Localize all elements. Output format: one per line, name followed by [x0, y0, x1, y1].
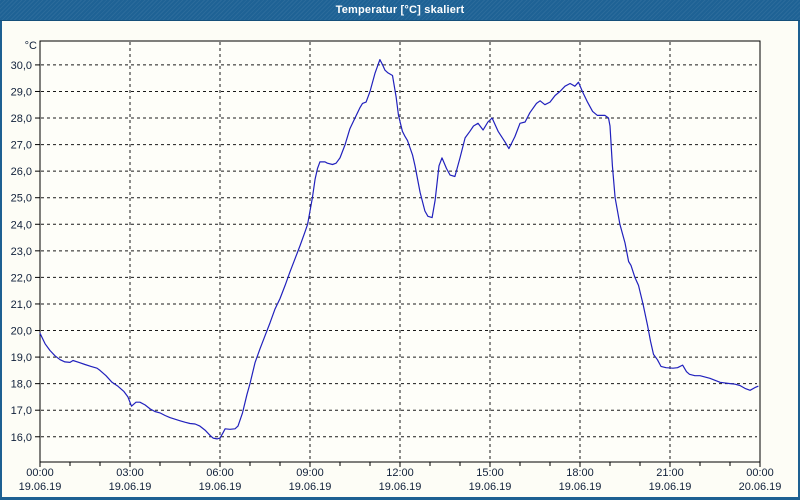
- y-tick-label: 19,0: [11, 352, 32, 364]
- y-tick-label: 29,0: [11, 86, 32, 98]
- x-tick-date-label: 19.06.19: [379, 481, 422, 493]
- x-tick-date-label: 19.06.19: [109, 481, 152, 493]
- y-tick-label: 23,0: [11, 246, 32, 258]
- x-tick-date-label: 19.06.19: [649, 481, 692, 493]
- y-tick-label: 16,0: [11, 432, 32, 444]
- y-tick-label: 18,0: [11, 379, 32, 391]
- y-tick-label: 20,0: [11, 326, 32, 338]
- axis-frame: [39, 40, 761, 463]
- window-titlebar[interactable]: Temperatur [°C] skaliert: [0, 0, 800, 21]
- x-tick-date-label: 19.06.19: [559, 481, 602, 493]
- x-tick-time-label: 00:00: [746, 467, 774, 479]
- x-tick-time-label: 18:00: [566, 467, 594, 479]
- temperature-curve: [39, 58, 759, 440]
- y-axis-unit-label: °C: [25, 40, 37, 52]
- x-tick-time-label: 15:00: [476, 467, 504, 479]
- y-tick-label: 21,0: [11, 299, 32, 311]
- x-tick-date-label: 19.06.19: [289, 481, 332, 493]
- x-tick-date-label: 19.06.19: [19, 481, 62, 493]
- y-tick-label: 25,0: [11, 193, 32, 205]
- x-tick-time-label: 21:00: [656, 467, 684, 479]
- y-tick-label: 24,0: [11, 219, 32, 231]
- x-tick-date-label: 20.06.19: [739, 481, 782, 493]
- y-tick-label: 26,0: [11, 166, 32, 178]
- x-tick-date-label: 19.06.19: [469, 481, 512, 493]
- y-tick-label: 28,0: [11, 113, 32, 125]
- x-tick-time-label: 09:00: [296, 467, 324, 479]
- window-title: Temperatur [°C] skaliert: [335, 4, 465, 16]
- x-tick-date-label: 19.06.19: [199, 481, 242, 493]
- x-tick-time-label: 12:00: [386, 467, 414, 479]
- x-tick-time-label: 06:00: [206, 467, 234, 479]
- x-tick-time-label: 03:00: [116, 467, 144, 479]
- x-tick-time-label: 00:00: [26, 467, 54, 479]
- y-tick-label: 17,0: [11, 405, 32, 417]
- y-tick-label: 30,0: [11, 60, 32, 72]
- y-tick-label: 27,0: [11, 140, 32, 152]
- y-tick-label: 22,0: [11, 272, 32, 284]
